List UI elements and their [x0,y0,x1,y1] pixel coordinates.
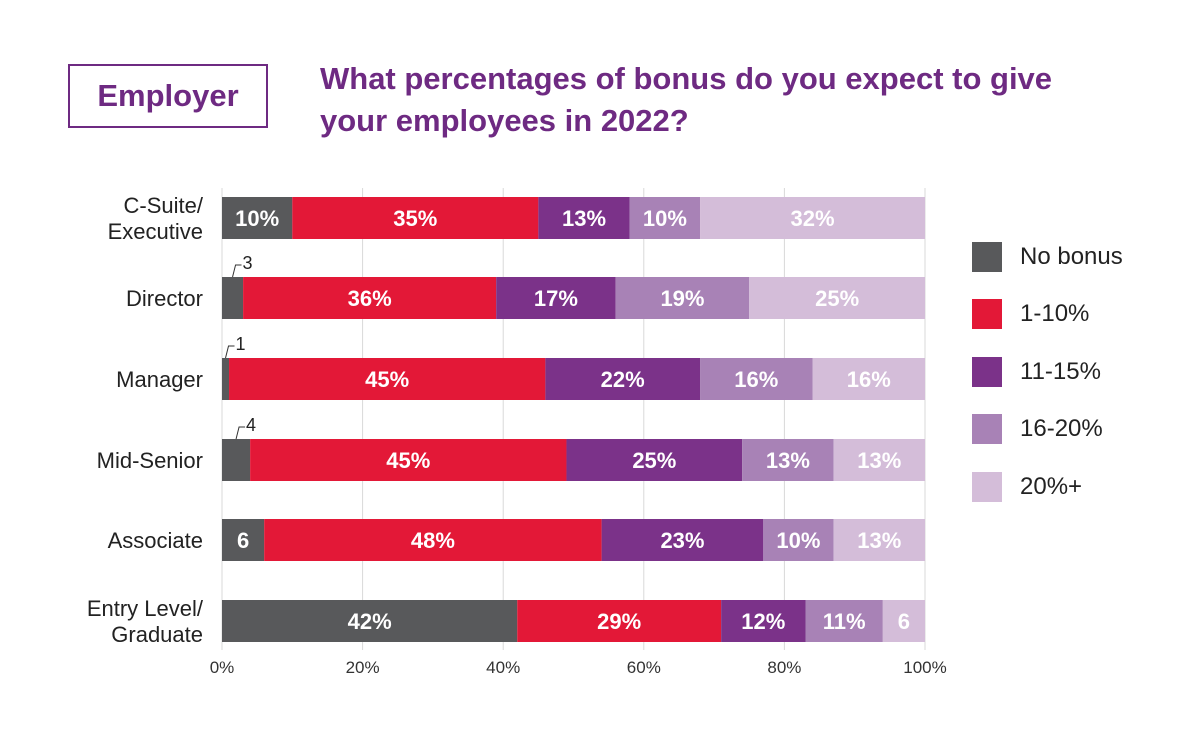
x-tick-label: 20% [346,658,380,677]
category-label: Executive [108,219,203,244]
legend-swatch [972,356,1002,387]
data-label: 6 [898,609,910,634]
data-label: 48% [411,528,455,553]
legend-item: No bonus [972,228,1123,286]
bar-segment [615,277,750,319]
bar-segment [721,600,806,642]
data-label: 10% [776,528,820,553]
bar-segment [222,277,244,319]
data-label: 10% [235,206,279,231]
data-label: 10% [643,206,687,231]
data-label: 13% [857,448,901,473]
bar-segment [222,519,265,561]
legend-label: 20%+ [1020,472,1083,500]
data-label: 12% [741,609,785,634]
data-label: 45% [365,367,409,392]
legend-swatch [972,299,1002,330]
data-label: 35% [393,206,437,231]
chart-title: What percentages of bonus do you expect … [320,58,1160,142]
data-label: 22% [601,367,645,392]
bar-segment [545,358,701,400]
category-label: Director [126,286,203,311]
bar-segment [700,197,925,239]
legend-item: 16-20% [972,401,1123,459]
bar-segment [222,600,518,642]
data-label: 1 [236,334,246,354]
category-label: Manager [116,367,203,392]
data-label: 29% [597,609,641,634]
data-label: 13% [766,448,810,473]
category-label: Entry Level/ [87,596,204,621]
legend-label: 1-10% [1020,300,1090,328]
data-label: 25% [632,448,676,473]
data-label: 17% [534,286,578,311]
data-label-leader [235,426,246,440]
data-label: 32% [790,206,834,231]
bar-segment [222,197,293,239]
category-label: Associate [108,528,203,553]
legend-item: 11-15% [972,343,1123,401]
legend-swatch [972,241,1002,272]
bar-segment [222,358,230,400]
data-label-leader [232,264,242,278]
data-label: 23% [660,528,704,553]
data-label-leader [225,345,235,359]
bar-segment [833,439,925,481]
bar-segment [517,600,722,642]
data-label: 6 [237,528,249,553]
data-label: 13% [857,528,901,553]
bar-segment [700,358,813,400]
employer-badge: Employer [68,64,268,128]
bar-segment [243,277,497,319]
legend-label: 16-20% [1020,415,1103,443]
legend-label: 11-15% [1020,357,1101,385]
bar-segment [538,197,630,239]
bar-segment [496,277,616,319]
data-label: 4 [246,415,256,435]
bar-segment [629,197,701,239]
category-label: C-Suite/ [124,193,204,218]
employer-badge-label: Employer [97,78,239,113]
legend-label: No bonus [1020,242,1123,270]
bar-segment [566,439,743,481]
bar-segment [601,519,764,561]
data-label: 16% [847,367,891,392]
x-tick-label: 40% [486,658,520,677]
x-tick-label: 0% [210,658,235,677]
chart-title-line-1: What percentages of bonus do you expect … [320,61,1053,96]
bar-segment [229,358,546,400]
x-tick-label: 60% [627,658,661,677]
category-label: Mid-Senior [97,448,203,473]
legend-swatch [972,414,1002,445]
bar-segment [763,519,834,561]
data-label: 45% [386,448,430,473]
bar-segment [250,439,567,481]
data-label: 19% [660,286,704,311]
data-label: 3 [243,253,253,273]
data-label: 13% [562,206,606,231]
bar-segment [749,277,925,319]
bar-segment [805,600,883,642]
data-label: 11% [823,609,866,634]
category-label: Graduate [111,622,203,647]
bar-segment [292,197,539,239]
legend-item: 20%+ [972,458,1123,516]
data-label: 25% [815,286,859,311]
bar-segment [742,439,834,481]
data-label: 36% [348,286,392,311]
bar-segment [882,600,925,642]
bar-segment [812,358,925,400]
legend-item: 1-10% [972,286,1123,344]
bar-segment [833,519,925,561]
chart-legend: No bonus 1-10% 11-15% 16-20% 20%+ [972,228,1123,516]
data-label: 16% [734,367,778,392]
x-tick-label: 100% [903,658,946,677]
chart-title-line-2: your employees in 2022? [320,103,689,138]
bar-segment [264,519,602,561]
bar-segment [222,439,251,481]
legend-swatch [972,471,1002,502]
data-label: 42% [348,609,392,634]
x-tick-label: 80% [767,658,801,677]
